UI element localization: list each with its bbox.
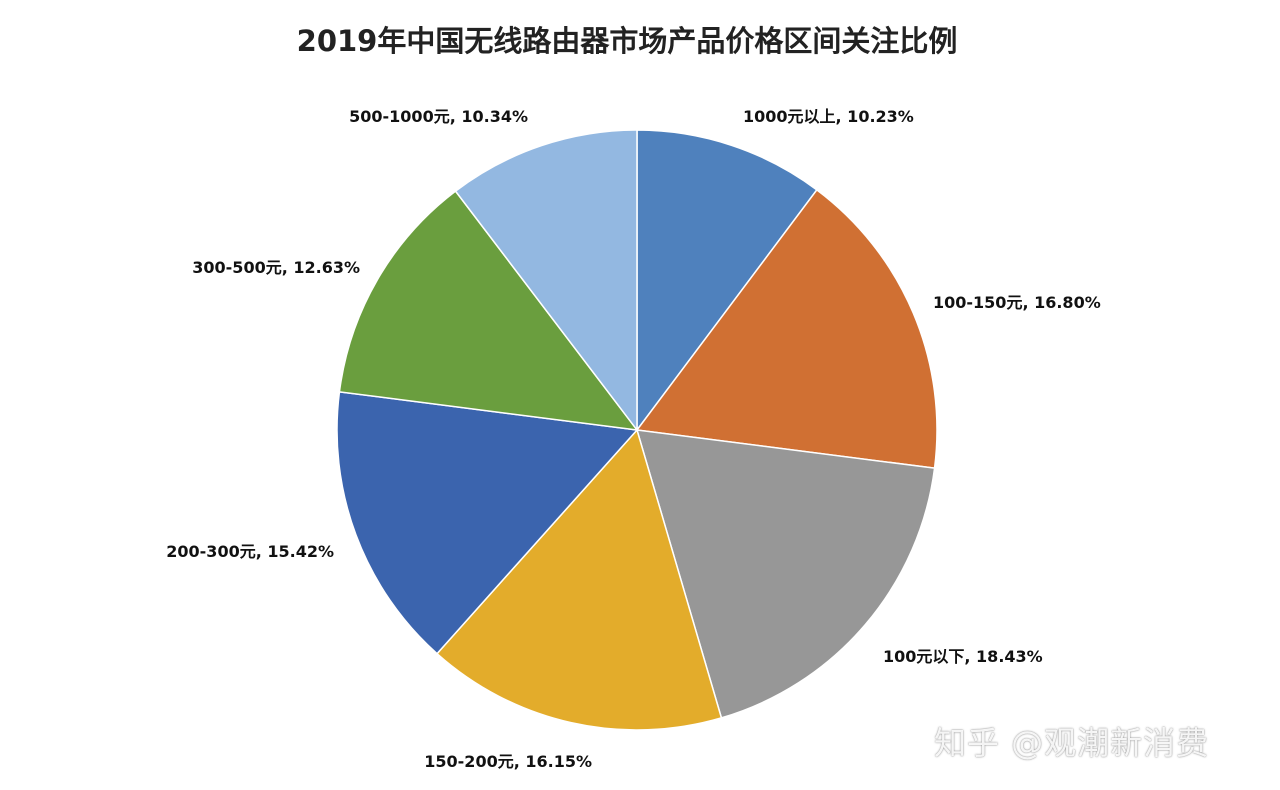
pie-slice-1 — [636, 129, 818, 433]
pie-slice-7 — [454, 129, 638, 433]
pie-slice-4 — [436, 428, 723, 731]
chart-title: 2019年中国无线路由器市场产品价格区间关注比例 — [296, 24, 958, 58]
pie-slice-6 — [338, 190, 639, 431]
slice-label-7: 500-1000元, 10.34% — [349, 107, 528, 126]
slice-label-1: 1000元以上, 10.23% — [743, 107, 914, 126]
watermark-text: 知乎 @观潮新消费 — [934, 724, 1210, 762]
slice-label-3: 100元以下, 18.43% — [883, 647, 1043, 666]
slice-label-4: 150-200元, 16.15% — [424, 752, 592, 771]
slice-label-5: 200-300元, 15.42% — [166, 542, 334, 561]
slice-label-2: 100-150元, 16.80% — [933, 293, 1101, 312]
pie-slice-3 — [635, 429, 936, 719]
pie-slice-2 — [635, 188, 938, 469]
pie-slice-5 — [336, 391, 639, 655]
slice-label-6: 300-500元, 12.63% — [192, 258, 360, 277]
